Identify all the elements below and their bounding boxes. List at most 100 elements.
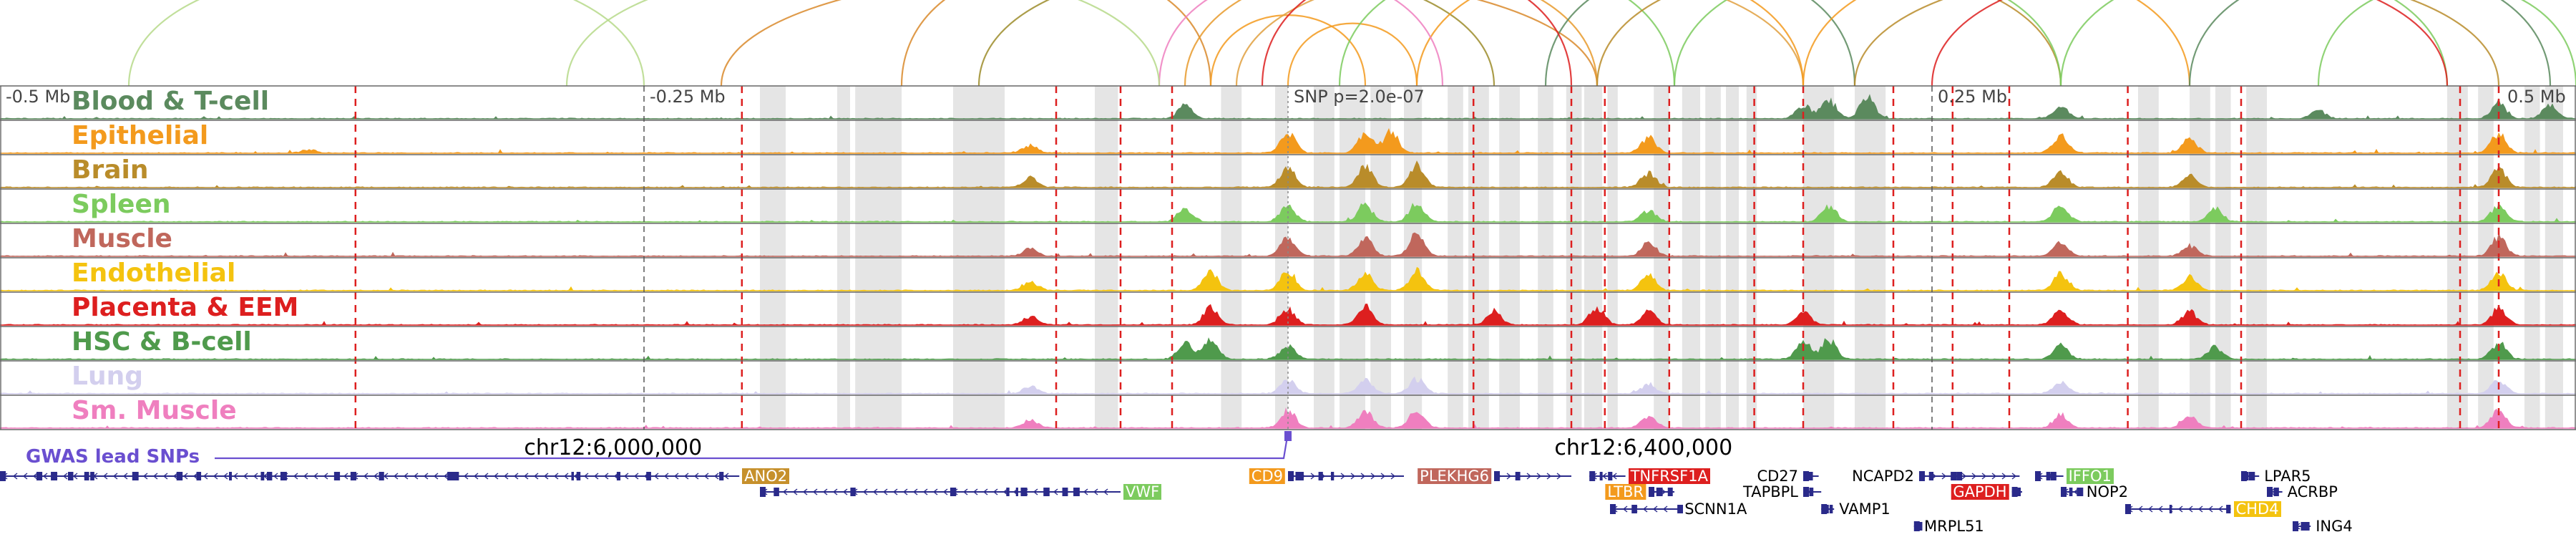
- snp-label: SNP p=2.0e-07: [1294, 87, 1425, 107]
- gene-label: VAMP1: [1839, 500, 1890, 518]
- exon: [2069, 488, 2073, 496]
- exon: [1656, 488, 1663, 496]
- strand-chevron: [1661, 488, 1667, 495]
- exon: [774, 488, 779, 496]
- strand-chevron: [663, 473, 669, 480]
- strand-chevron: [112, 473, 118, 480]
- strand-chevron: [503, 473, 509, 480]
- exon: [350, 472, 356, 480]
- exon: [1956, 472, 1963, 480]
- loop-arc: [1931, 0, 2449, 87]
- gwas-track: [215, 431, 1292, 460]
- gene-label: VWF: [1123, 484, 1162, 500]
- strand-chevron: [172, 473, 178, 480]
- strand-chevron: [2157, 505, 2163, 513]
- strand-chevron: [1350, 473, 1356, 480]
- exon: [576, 472, 581, 480]
- exon: [1667, 488, 1673, 496]
- exon: [1829, 505, 1833, 513]
- exon: [2226, 505, 2231, 513]
- strand-chevron: [293, 473, 298, 480]
- strand-chevron: [122, 473, 128, 480]
- exon: [337, 472, 341, 480]
- gene-label: CD9: [1249, 468, 1285, 484]
- strand-chevron: [102, 473, 108, 480]
- strand-chevron: [1310, 473, 1316, 480]
- exon: [1803, 471, 1809, 481]
- exon: [260, 472, 265, 480]
- strand-chevron: [152, 473, 158, 480]
- exon: [90, 472, 94, 480]
- strand-chevron: [583, 473, 589, 480]
- strand-chevron: [1941, 473, 1947, 480]
- relative-axis-label: -0.25 Mb: [650, 87, 726, 107]
- strand-chevron: [713, 473, 719, 480]
- exon: [571, 472, 574, 480]
- strand-chevron: [922, 488, 928, 495]
- strand-chevron: [962, 488, 968, 495]
- exon: [1297, 472, 1304, 480]
- strand-chevron: [1103, 488, 1108, 495]
- track-signal: [0, 376, 2576, 394]
- strand-chevron: [413, 473, 419, 480]
- strand-chevron: [323, 473, 328, 480]
- strand-chevron: [802, 488, 808, 495]
- loop-arc: [1853, 0, 2500, 87]
- strand-chevron: [862, 488, 868, 495]
- strand-chevron: [1662, 505, 1668, 513]
- gene-label: TNFRSF1A: [1628, 468, 1710, 484]
- exon: [84, 472, 89, 480]
- gene-track: [0, 471, 2311, 531]
- exon: [0, 471, 6, 481]
- relative-axis-label: -0.5 Mb: [6, 87, 71, 107]
- gwas-snp-marker: [1284, 431, 1292, 441]
- track-label: Sm. Muscle: [72, 396, 237, 425]
- track-frame: [0, 85, 2576, 430]
- strand-chevron: [303, 473, 308, 480]
- track-signal: [0, 337, 2576, 359]
- exon: [2245, 472, 2249, 480]
- exon: [1951, 472, 1957, 480]
- loop-arc: [2059, 0, 2449, 87]
- track-label: HSC & B-cell: [72, 327, 252, 357]
- exon: [268, 472, 273, 480]
- strand-chevron: [433, 473, 439, 480]
- strand-chevron: [1556, 473, 1562, 480]
- exon: [2248, 472, 2255, 480]
- gene-label: LTBR: [1605, 484, 1646, 500]
- strand-chevron: [982, 488, 988, 495]
- exon: [1610, 504, 1616, 514]
- strand-chevron: [1546, 473, 1552, 480]
- strand-chevron: [1981, 473, 1987, 480]
- exon: [1073, 488, 1080, 496]
- track-signal: [0, 160, 2576, 188]
- exon: [1516, 472, 1521, 480]
- loop-arc: [1261, 0, 1573, 87]
- strand-chevron: [2001, 473, 2007, 480]
- exon: [1928, 472, 1934, 480]
- track-signal: [0, 127, 2576, 153]
- exon: [2015, 488, 2021, 496]
- chromatin-loops: [127, 0, 2576, 87]
- strand-chevron: [693, 473, 699, 480]
- gene-label: NOP2: [2086, 483, 2129, 500]
- loop-arc: [1158, 0, 1444, 87]
- strand-chevron: [942, 488, 948, 495]
- loop-arc: [1544, 0, 1856, 87]
- strand-chevron: [1380, 473, 1386, 480]
- strand-chevron: [932, 488, 938, 495]
- strand-chevron: [273, 473, 278, 480]
- exon: [1810, 488, 1814, 496]
- strand-chevron: [882, 488, 888, 495]
- exon: [719, 472, 724, 480]
- exon: [1919, 471, 1925, 481]
- exon: [229, 472, 232, 480]
- gene-label: LPAR5: [2264, 468, 2311, 485]
- strand-chevron: [162, 473, 168, 480]
- gene-label: ACRBP: [2287, 483, 2338, 500]
- exon: [2273, 488, 2278, 496]
- exon: [1599, 472, 1603, 480]
- strand-chevron: [22, 473, 28, 480]
- strand-chevron: [703, 473, 709, 480]
- strand-chevron: [1370, 473, 1376, 480]
